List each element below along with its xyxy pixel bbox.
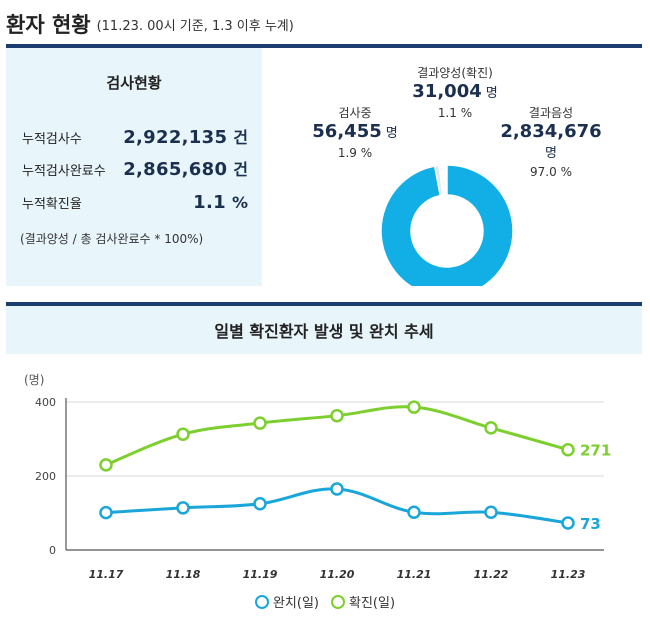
- legend-marker-icon: [331, 594, 345, 609]
- positive-rate-note: (결과양성 / 총 검사완료수 * 100%): [20, 232, 204, 246]
- data-point: [176, 427, 190, 441]
- stat-value: 1.1: [193, 192, 226, 213]
- stat-label: 누적검사수: [22, 132, 82, 147]
- pie-label-name: 검사중: [338, 106, 372, 120]
- header-divider: [6, 44, 642, 48]
- x-tick-label: 11.21: [397, 568, 432, 581]
- stat-value: 2,865,680: [123, 159, 228, 180]
- pie-label-value: 2,834,676: [500, 121, 602, 142]
- test-status-title: 검사현황: [106, 74, 162, 92]
- pie-label-unit: 명: [545, 146, 557, 161]
- pie-label-unit: 명: [485, 86, 498, 101]
- data-point: [330, 482, 344, 496]
- chart-title: 일별 확진환자 발생 및 완치 추세: [214, 322, 434, 341]
- stat-row-completed-tests: 누적검사완료수 2,865,680 건: [22, 156, 248, 180]
- data-point: [253, 416, 267, 430]
- x-tick-label: 11.18: [166, 568, 201, 581]
- data-point: [561, 442, 575, 457]
- data-point: [330, 408, 344, 423]
- data-point: [99, 505, 113, 520]
- pie-label-negative: 결과음성 2,834,676 명 97.0 %: [486, 104, 616, 179]
- data-point: [176, 501, 190, 515]
- pie-label-pct: 1.1 %: [437, 106, 473, 120]
- stat-row-total-tests: 누적검사수 2,922,135 건: [22, 124, 248, 148]
- legend-item-recovered[interactable]: 완치(일): [254, 592, 319, 611]
- stat-unit: %: [231, 193, 248, 212]
- x-tick-label: 11.22: [474, 568, 509, 581]
- pie-label-value: 31,004: [412, 81, 482, 102]
- data-point: [99, 458, 113, 472]
- legend-marker-icon: [254, 594, 269, 609]
- legend-label: 완치(일): [272, 596, 319, 611]
- stat-unit: 건: [233, 160, 248, 179]
- y-tick-label: 0: [49, 544, 56, 557]
- test-status-panel: 검사현황 누적검사수 2,922,135 건 누적검사완료수 2,865,680…: [6, 48, 262, 286]
- data-point: [407, 400, 421, 414]
- page-subtitle: (11.23. 00시 기준, 1.3 이후 누계): [96, 18, 294, 34]
- page-header: 환자 현황 (11.23. 00시 기준, 1.3 이후 누계): [6, 4, 294, 44]
- data-point: [253, 497, 267, 511]
- legend-item-confirmed[interactable]: 확진(일): [331, 592, 395, 611]
- pie-label-name: 결과양성(확진): [417, 66, 493, 80]
- x-tick-label: 11.23: [551, 568, 586, 581]
- chart-title-bar: 일별 확진환자 발생 및 완치 추세: [6, 306, 642, 354]
- page-title: 환자 현황: [6, 13, 91, 37]
- series-end-label: 73: [580, 515, 601, 533]
- chart-legend: 완치(일) 확진(일): [0, 592, 650, 611]
- donut-chart: [380, 164, 514, 298]
- data-point: [407, 505, 421, 520]
- pie-label-value: 56,455: [312, 121, 382, 142]
- stat-unit: 건: [233, 128, 248, 147]
- stat-value: 2,922,135: [123, 127, 228, 148]
- series-end-label: 271: [580, 442, 611, 460]
- data-point: [484, 505, 498, 520]
- stat-label: 누적확진율: [22, 197, 82, 212]
- y-tick-label: 400: [35, 396, 56, 409]
- x-tick-label: 11.17: [89, 568, 124, 581]
- pie-label-testing: 검사중 56,455 명 1.9 %: [300, 104, 410, 160]
- pie-label-name: 결과음성: [528, 106, 574, 120]
- pie-label-positive: 결과양성(확진) 31,004 명 1.1 %: [390, 64, 520, 120]
- donut-hole: [411, 195, 483, 267]
- section-divider: [6, 302, 642, 306]
- data-point: [561, 516, 575, 530]
- pie-label-unit: 명: [385, 126, 398, 141]
- stat-row-positive-rate: 누적확진율 1.1 %: [22, 192, 248, 213]
- pie-label-pct: 97.0 %: [530, 165, 572, 179]
- test-result-donut-panel: 결과양성(확진) 31,004 명 1.1 % 검사중 56,455 명 1.9 %…: [262, 48, 642, 298]
- pie-label-pct: 1.9 %: [337, 146, 373, 160]
- x-tick-label: 11.20: [320, 568, 355, 581]
- stat-label: 누적검사완료수: [22, 164, 106, 179]
- daily-trend-line-chart: (명) 0 200 400 11.17 11.18 11.19 11.20 11.21 11.22…: [24, 373, 611, 581]
- legend-label: 확진(일): [349, 596, 396, 611]
- data-point: [484, 421, 498, 435]
- y-tick-label: 200: [35, 470, 56, 483]
- y-axis-unit-label: (명): [24, 373, 44, 387]
- x-tick-label: 11.19: [243, 568, 278, 581]
